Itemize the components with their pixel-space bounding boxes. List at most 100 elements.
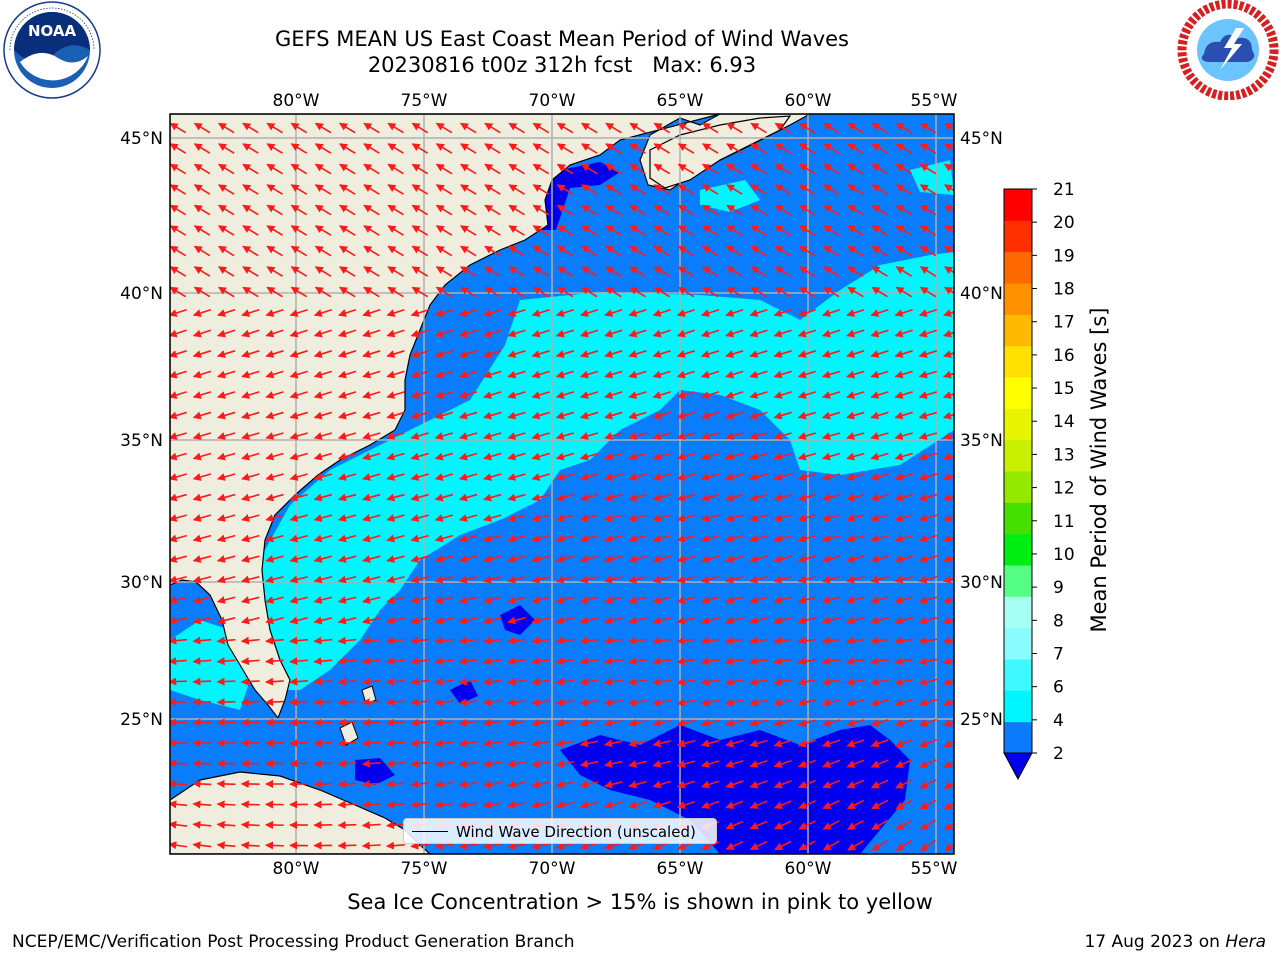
wave-direction-arrow xyxy=(652,493,671,502)
wave-direction-arrow xyxy=(289,432,308,440)
colorbar-tick-label: 13 xyxy=(1053,445,1075,465)
wave-direction-arrow xyxy=(458,596,478,604)
wave-direction-arrow xyxy=(434,800,454,809)
wave-direction-arrow xyxy=(216,779,236,788)
wave-direction-arrow xyxy=(653,266,671,277)
wave-direction-arrow xyxy=(628,411,647,420)
wave-direction-arrow xyxy=(871,163,888,175)
wave-direction-arrow xyxy=(192,759,212,768)
wave-direction-arrow xyxy=(749,473,768,481)
wave-direction-arrow xyxy=(483,391,502,399)
wave-direction-arrow xyxy=(894,370,913,379)
wave-direction-arrow xyxy=(170,657,188,666)
wave-direction-arrow xyxy=(313,473,333,481)
wave-direction-arrow xyxy=(170,493,187,502)
wave-direction-arrow xyxy=(677,184,695,195)
wave-direction-arrow xyxy=(749,514,768,522)
wave-direction-arrow xyxy=(725,411,744,420)
wave-direction-arrow xyxy=(579,432,599,440)
wave-direction-arrow xyxy=(386,370,405,379)
wave-direction-arrow xyxy=(363,204,380,216)
wave-direction-arrow xyxy=(265,575,284,584)
wave-direction-arrow xyxy=(386,350,405,358)
wave-direction-arrow xyxy=(676,698,696,707)
wave-direction-arrow xyxy=(240,698,260,707)
wave-direction-arrow xyxy=(821,555,841,563)
wave-direction-arrow xyxy=(555,780,575,789)
wave-direction-arrow xyxy=(846,432,865,440)
wave-direction-arrow xyxy=(773,698,792,707)
wave-direction-arrow xyxy=(458,718,478,727)
wave-direction-arrow xyxy=(652,575,671,584)
wave-direction-arrow xyxy=(532,184,550,195)
legend-line-swatch xyxy=(412,831,448,832)
wave-direction-arrow xyxy=(823,204,840,216)
wave-direction-arrow xyxy=(339,286,356,298)
wave-direction-arrow xyxy=(652,760,671,768)
wave-direction-arrow xyxy=(242,266,259,277)
wave-direction-arrow xyxy=(652,534,671,543)
wave-direction-arrow xyxy=(676,636,696,645)
wave-direction-arrow xyxy=(918,514,938,522)
wave-direction-arrow xyxy=(362,308,381,317)
wave-direction-arrow xyxy=(556,266,574,277)
wave-direction-arrow xyxy=(750,184,767,195)
wave-direction-arrow xyxy=(289,370,308,379)
wave-direction-arrow xyxy=(170,555,187,563)
nws-logo xyxy=(1177,0,1279,100)
lon-label: 55°W xyxy=(911,91,958,111)
wave-direction-arrow xyxy=(942,452,954,461)
wave-direction-arrow xyxy=(701,800,720,809)
wave-direction-arrow xyxy=(460,122,477,134)
wave-direction-arrow xyxy=(217,411,236,420)
lon-label: 75°W xyxy=(401,91,448,111)
wave-direction-arrow xyxy=(170,432,187,440)
wave-direction-arrow xyxy=(750,204,767,216)
wave-direction-arrow xyxy=(798,122,816,134)
wave-direction-arrow xyxy=(725,698,744,707)
wave-direction-arrow xyxy=(846,779,865,789)
wave-direction-arrow xyxy=(581,143,598,154)
colorbar-segment xyxy=(1004,345,1032,378)
wave-direction-arrow xyxy=(821,432,841,440)
wave-direction-arrow xyxy=(532,225,550,236)
wave-direction-arrow xyxy=(653,122,671,134)
wave-direction-arrow xyxy=(314,184,332,195)
wave-direction-arrow xyxy=(508,204,525,216)
wave-direction-arrow xyxy=(677,225,695,236)
wave-direction-arrow xyxy=(579,473,599,481)
wave-direction-arrow xyxy=(313,514,333,522)
lat-labels-right: 45°N 40°N 35°N 30°N 25°N xyxy=(960,129,1003,730)
run-host: Hera xyxy=(1225,932,1266,952)
wave-direction-arrow xyxy=(773,432,792,440)
wave-direction-arrow xyxy=(361,780,381,789)
wave-direction-arrow xyxy=(265,308,284,317)
wave-direction-arrow xyxy=(410,411,429,420)
wave-direction-arrow xyxy=(363,245,380,257)
wave-direction-arrow xyxy=(507,698,526,707)
colorbar-segment xyxy=(1004,408,1032,441)
wave-direction-arrow xyxy=(458,636,478,645)
wave-direction-arrow xyxy=(410,698,430,707)
wave-direction-arrow xyxy=(821,575,841,584)
wave-direction-arrow xyxy=(871,819,888,831)
wave-direction-arrow xyxy=(484,245,501,257)
wave-direction-arrow xyxy=(797,759,816,768)
wave-direction-arrow xyxy=(555,657,575,666)
wave-direction-arrow xyxy=(604,760,623,768)
wave-direction-arrow xyxy=(579,555,599,563)
wave-direction-arrow xyxy=(410,677,430,686)
wave-direction-arrow xyxy=(192,555,212,563)
wave-direction-arrow xyxy=(726,184,743,195)
wave-direction-arrow xyxy=(507,596,526,604)
wave-direction-arrow xyxy=(410,657,430,666)
colorbar-tick-label: 4 xyxy=(1053,711,1064,731)
wave-direction-arrow xyxy=(773,555,792,563)
lon-label: 70°W xyxy=(529,859,576,879)
wave-direction-arrow xyxy=(216,452,236,461)
wave-direction-arrow xyxy=(507,739,526,748)
wave-direction-arrow xyxy=(410,534,429,543)
wave-direction-arrow xyxy=(894,350,913,358)
colorbar-label: Mean Period of Wind Waves [s] xyxy=(1087,308,1111,633)
wave-direction-arrow xyxy=(749,596,768,604)
